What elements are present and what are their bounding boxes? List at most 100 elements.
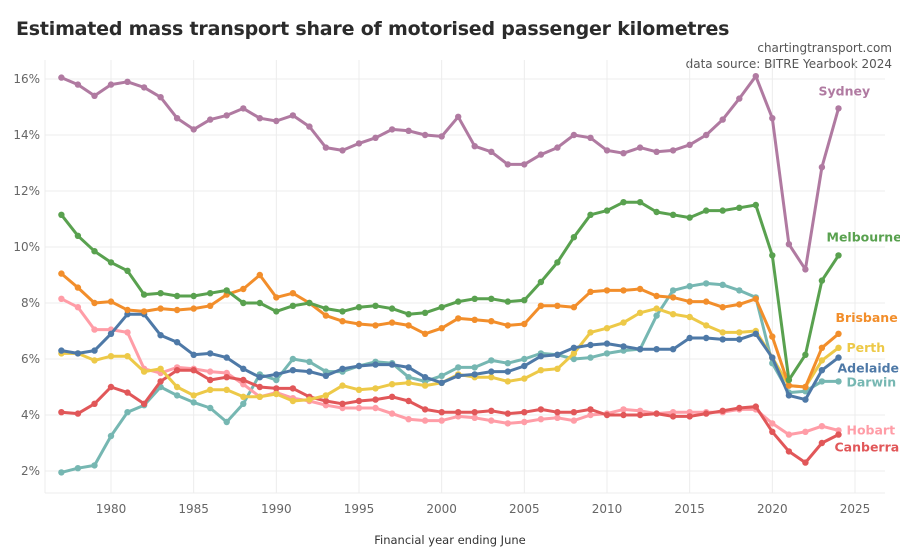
brisbane-point-2024[interactable] (835, 330, 842, 337)
darwin-point-2001[interactable] (455, 364, 462, 371)
brisbane-point-2014[interactable] (669, 294, 677, 301)
adelaide-point-1998[interactable] (405, 364, 412, 371)
sydney-point-1997[interactable] (388, 126, 396, 133)
brisbane-point-2012[interactable] (636, 285, 644, 293)
brisbane-point-1983[interactable] (157, 305, 164, 312)
darwin-point-1987[interactable] (223, 418, 230, 426)
brisbane-point-1979[interactable] (91, 299, 98, 307)
adelaide-point-1991[interactable] (289, 367, 297, 374)
darwin-point-1998[interactable] (405, 374, 412, 381)
hobart-point-1999[interactable] (421, 417, 429, 424)
adelaide-point-1990[interactable] (273, 371, 280, 378)
canberra-point-2014[interactable] (669, 413, 677, 420)
sydney-point-2022[interactable] (802, 266, 809, 273)
darwin-point-2017[interactable] (719, 281, 726, 288)
darwin-point-2009[interactable] (587, 354, 594, 361)
canberra-point-1987[interactable] (223, 374, 230, 381)
melbourne-point-1993[interactable] (322, 305, 330, 312)
brisbane-point-2000[interactable] (438, 325, 445, 332)
sydney-point-2000[interactable] (438, 133, 445, 140)
perth-point-1999[interactable] (421, 382, 429, 389)
brisbane-point-1978[interactable] (74, 284, 82, 291)
sydney-point-1993[interactable] (322, 144, 330, 151)
canberra-point-1994[interactable] (339, 400, 346, 407)
brisbane-point-2023[interactable] (818, 344, 826, 351)
melbourne-point-1985[interactable] (190, 292, 197, 300)
canberra-point-2018[interactable] (736, 404, 743, 412)
hobart-point-2000[interactable] (438, 417, 445, 424)
hobart-point-1986[interactable] (207, 368, 214, 375)
adelaide-point-2021[interactable] (785, 392, 793, 399)
canberra-point-2011[interactable] (620, 411, 627, 419)
adelaide-point-2017[interactable] (719, 336, 726, 343)
sydney-point-2004[interactable] (504, 161, 511, 168)
brisbane-point-1981[interactable] (124, 306, 131, 314)
perth-point-1995[interactable] (355, 386, 363, 393)
darwin-point-1984[interactable] (173, 392, 181, 399)
canberra-point-1983[interactable] (157, 378, 164, 385)
adelaide-point-2022[interactable] (802, 396, 809, 403)
brisbane-point-1984[interactable] (173, 306, 181, 314)
melbourne-point-1989[interactable] (256, 299, 263, 307)
perth-point-2004[interactable] (504, 378, 511, 385)
perth-point-2007[interactable] (554, 365, 561, 372)
perth-point-1981[interactable] (124, 353, 131, 360)
melbourne-point-2020[interactable] (769, 252, 776, 259)
adelaide-point-1995[interactable] (355, 362, 363, 370)
melbourne-point-1980[interactable] (107, 259, 115, 266)
adelaide-point-1999[interactable] (421, 374, 429, 381)
darwin-point-1988[interactable] (240, 400, 247, 407)
perth-point-2017[interactable] (719, 329, 726, 336)
darwin-point-2000[interactable] (438, 372, 445, 379)
hobart-point-1978[interactable] (74, 304, 82, 311)
brisbane-point-1997[interactable] (388, 319, 396, 326)
darwin-point-2013[interactable] (653, 312, 660, 319)
adelaide-point-1989[interactable] (256, 374, 263, 381)
brisbane-point-2018[interactable] (736, 301, 743, 308)
brisbane-point-1994[interactable] (339, 318, 346, 325)
brisbane-point-2008[interactable] (570, 304, 578, 311)
brisbane-point-2004[interactable] (504, 322, 511, 329)
melbourne-point-2000[interactable] (438, 304, 445, 311)
darwin-point-1981[interactable] (124, 409, 131, 416)
sydney-point-2007[interactable] (554, 144, 561, 151)
sydney-point-2006[interactable] (537, 151, 545, 158)
sydney-point-2001[interactable] (455, 113, 462, 121)
melbourne-point-2003[interactable] (488, 295, 495, 302)
melbourne-point-2001[interactable] (455, 298, 462, 305)
perth-point-1994[interactable] (339, 382, 346, 389)
melbourne-point-2006[interactable] (537, 278, 545, 286)
darwin-point-1991[interactable] (289, 355, 297, 363)
canberra-point-2016[interactable] (703, 410, 710, 417)
hobart-point-1981[interactable] (124, 329, 131, 336)
perth-point-2005[interactable] (521, 375, 528, 382)
brisbane-point-2009[interactable] (587, 288, 594, 295)
perth-point-1984[interactable] (173, 383, 181, 391)
brisbane-point-1989[interactable] (256, 271, 263, 279)
darwin-point-2008[interactable] (570, 355, 578, 363)
adelaide-point-2015[interactable] (686, 334, 693, 342)
brisbane-point-2016[interactable] (703, 298, 710, 305)
adelaide-point-2002[interactable] (471, 371, 478, 378)
adelaide-point-2020[interactable] (769, 354, 776, 361)
darwin-point-1977[interactable] (58, 469, 65, 476)
melbourne-point-2022[interactable] (802, 351, 809, 358)
brisbane-point-2022[interactable] (802, 383, 809, 391)
adelaide-point-2000[interactable] (438, 379, 445, 386)
darwin-point-2023[interactable] (818, 378, 826, 385)
hobart-point-1979[interactable] (91, 326, 98, 333)
sydney-point-1981[interactable] (124, 78, 131, 86)
canberra-point-1988[interactable] (240, 376, 247, 384)
sydney-point-2011[interactable] (620, 150, 627, 157)
melbourne-point-2005[interactable] (521, 297, 528, 304)
melbourne-point-2010[interactable] (603, 207, 611, 214)
perth-point-2011[interactable] (620, 319, 627, 326)
canberra-point-1989[interactable] (256, 383, 263, 391)
brisbane-point-2013[interactable] (653, 292, 660, 300)
perth-point-1980[interactable] (107, 353, 115, 360)
sydney-point-2012[interactable] (636, 144, 644, 151)
sydney-point-1994[interactable] (339, 147, 346, 154)
brisbane-point-2010[interactable] (603, 287, 611, 294)
canberra-point-2013[interactable] (653, 410, 660, 417)
melbourne-point-1987[interactable] (223, 287, 230, 294)
